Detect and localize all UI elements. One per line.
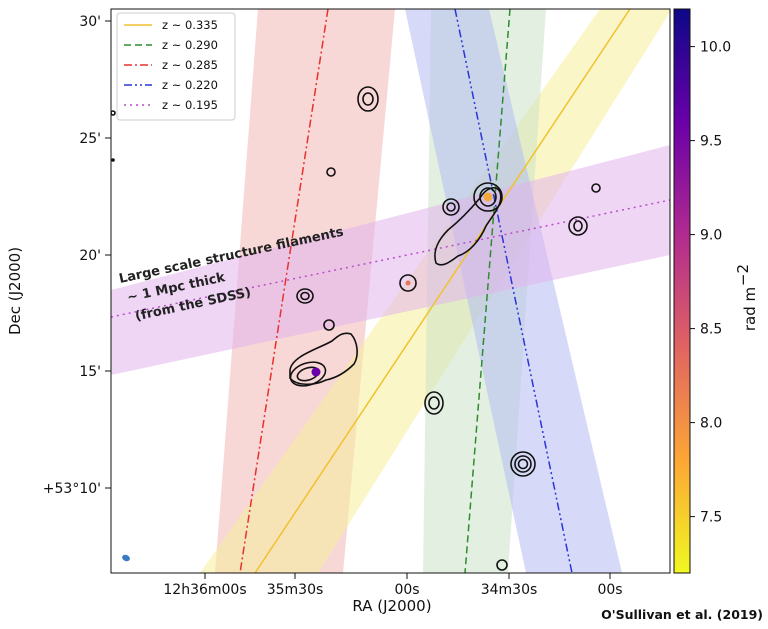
x-tick-label: 34m30s [481, 582, 538, 598]
rm-marker-1 [311, 367, 321, 377]
x-axis-title: RA (J2000) [352, 597, 431, 615]
colorbar-label-exponent: −2 [734, 264, 752, 286]
filament-line-4 [454, 9, 573, 573]
contour-11 [428, 396, 440, 410]
y-tick-label: 30' [79, 14, 101, 30]
radio-contours [111, 86, 601, 571]
contour-20 [496, 559, 508, 571]
contour-18 [514, 455, 532, 473]
colorbar-tick-label: 10.0 [700, 40, 731, 56]
colorbar-tick-label: 9.5 [700, 134, 722, 150]
colorbar-label-text: rad m [741, 287, 759, 331]
contour-17 [510, 451, 536, 477]
colorbar-tick-label: 7.5 [700, 510, 722, 526]
colorbar-tick-label: 9.0 [700, 228, 722, 244]
contour-6 [323, 319, 335, 331]
contour-16 [591, 183, 601, 193]
colorbar-tick-label: 8.0 [700, 416, 722, 432]
x-axis-ticks: 12h36m00s 35m30s 00s 34m30s 00s [163, 573, 623, 598]
contour-extended-source-1 [289, 332, 358, 386]
contour-10 [424, 391, 444, 415]
contour-14 [568, 216, 588, 236]
filament-band-5 [111, 145, 670, 375]
legend: z ~ 0.335 z ~ 0.290 z ~ 0.285 z ~ 0.220 z ~ … [116, 12, 236, 121]
y-axis-ticks: +53°10' 15' 20' 25' 30' [43, 14, 111, 497]
contour-8 [442, 198, 460, 216]
citation-credit: O'Sullivan et al. (2019) [601, 607, 763, 622]
x-tick-label: 00s [394, 582, 419, 598]
legend-label: z ~ 0.290 [162, 38, 218, 52]
colorbar-tick-label: 8.5 [700, 322, 722, 338]
legend-label: z ~ 0.220 [162, 78, 218, 92]
contour-3 [326, 167, 336, 177]
legend-box [116, 12, 236, 121]
colorbar-ticks: 7.5 8.0 8.5 9.0 9.5 10.0 [690, 40, 731, 526]
contour-dot [111, 158, 115, 162]
legend-label: z ~ 0.195 [162, 98, 218, 112]
y-tick-label: 20' [79, 248, 101, 264]
filament-bands [111, 9, 670, 573]
legend-label: z ~ 0.285 [162, 58, 218, 72]
contour-19 [517, 458, 529, 470]
contour-5 [300, 291, 310, 301]
contour-1 [357, 86, 379, 112]
contour-2 [362, 92, 374, 106]
x-tick-label: 00s [597, 582, 622, 598]
contour-4 [296, 288, 314, 304]
contour-21 [111, 110, 116, 116]
y-axis-title: Dec (J2000) [6, 247, 24, 335]
contour-12 [473, 182, 503, 212]
filament-line-2 [254, 9, 631, 573]
contour-extended-source-2 [289, 361, 327, 387]
contour-7 [399, 274, 417, 292]
filament-axis-lines [111, 9, 670, 573]
y-tick-label: +53°10' [43, 481, 101, 497]
filament-band-4 [405, 9, 622, 573]
x-tick-label: 12h36m00s [163, 582, 246, 598]
beam-ellipse [122, 554, 130, 562]
rm-marker-2 [483, 192, 493, 202]
contour-9 [446, 202, 456, 212]
y-tick-label: 25' [79, 131, 101, 147]
filament-line-5 [111, 199, 670, 318]
x-tick-label: 35m30s [267, 582, 324, 598]
y-tick-label: 15' [79, 364, 101, 380]
colorbar [673, 8, 691, 574]
contour-extended-source-4 [434, 186, 502, 266]
plot-frame [110, 8, 671, 574]
legend-label: z ~ 0.335 [162, 18, 218, 32]
rm-marker-3 [405, 280, 411, 286]
colorbar-label: rad m −2 [734, 264, 759, 331]
filament-line-3 [464, 9, 511, 573]
filament-line-1 [239, 9, 329, 573]
contour-15 [573, 220, 583, 232]
